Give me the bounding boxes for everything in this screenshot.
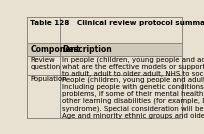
Text: In people (children, young people and adults) with lea...
what are the effective: In people (children, young people and ad… <box>62 57 204 77</box>
Bar <box>27 43 182 56</box>
Text: Population: Population <box>30 76 67 82</box>
Text: Component: Component <box>30 45 80 54</box>
Text: Table 128   Clinical review protocol summary for the review on effective models : Table 128 Clinical review protocol summa… <box>30 20 204 26</box>
Text: People (children, young people and adults) with learni...
Including people with : People (children, young people and adult… <box>62 76 204 119</box>
Text: Review
question: Review question <box>30 57 61 70</box>
Text: Description: Description <box>62 45 112 54</box>
